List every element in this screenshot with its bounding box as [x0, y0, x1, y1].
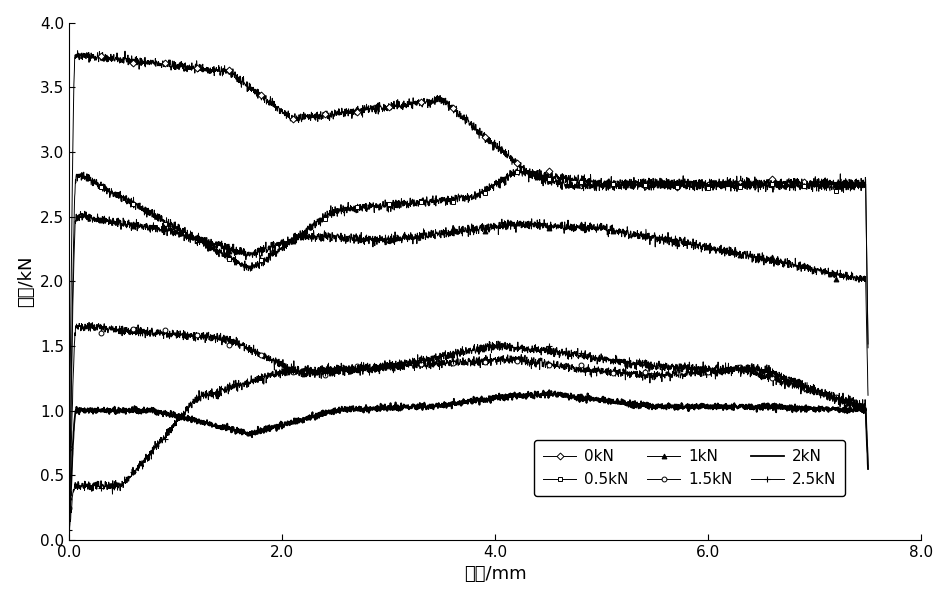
0kN	[370, 110, 382, 117]
1kN	[405, 230, 416, 238]
2.5kN	[405, 362, 416, 369]
Line: 0kN: 0kN	[66, 49, 870, 450]
0kN	[64, 444, 75, 451]
0kN	[405, 101, 416, 108]
0.5kN	[155, 218, 166, 225]
2.5kN	[846, 403, 858, 410]
Line: 1kN: 1kN	[66, 209, 870, 499]
1kN	[863, 392, 874, 399]
0kN	[863, 340, 874, 347]
2.5kN	[492, 337, 504, 344]
2kN	[405, 403, 416, 410]
Line: 1.5kN: 1.5kN	[66, 320, 870, 511]
1.5kN	[202, 329, 214, 336]
1.5kN	[863, 465, 874, 472]
0kN	[761, 178, 772, 185]
1kN	[155, 226, 166, 233]
0kN	[72, 47, 84, 55]
0kN	[155, 62, 166, 69]
Legend: 0kN, 0.5kN, 1kN, 1.5kN, 2kN, 2.5kN: 0kN, 0.5kN, 1kN, 1.5kN, 2kN, 2.5kN	[534, 440, 846, 496]
Y-axis label: 剪力/kN: 剪力/kN	[17, 256, 34, 307]
Line: 2kN: 2kN	[69, 390, 868, 521]
0.5kN	[202, 241, 214, 248]
2kN	[863, 466, 874, 473]
2.5kN	[202, 391, 214, 398]
1kN	[79, 208, 90, 215]
Line: 0.5kN: 0.5kN	[66, 166, 870, 496]
2kN	[370, 404, 382, 412]
2kN	[847, 407, 859, 415]
2kN	[64, 517, 75, 524]
2kN	[761, 403, 772, 410]
2kN	[543, 386, 555, 394]
1kN	[64, 493, 75, 500]
1kN	[846, 269, 858, 277]
1.5kN	[761, 373, 772, 380]
0.5kN	[521, 165, 532, 172]
2.5kN	[370, 364, 381, 371]
2kN	[64, 517, 75, 524]
1.5kN	[64, 505, 75, 512]
2kN	[155, 407, 166, 415]
1.5kN	[84, 319, 95, 326]
0.5kN	[846, 180, 858, 187]
1.5kN	[370, 367, 382, 374]
2kN	[202, 421, 214, 428]
2.5kN	[761, 366, 772, 373]
0.5kN	[761, 181, 772, 188]
X-axis label: 位移/mm: 位移/mm	[464, 565, 526, 583]
0.5kN	[405, 194, 416, 202]
1kN	[370, 234, 382, 241]
2.5kN	[64, 526, 75, 533]
1kN	[761, 254, 772, 262]
1kN	[202, 238, 214, 245]
0.5kN	[863, 344, 874, 352]
0.5kN	[370, 203, 381, 210]
1.5kN	[405, 362, 416, 369]
1.5kN	[155, 329, 166, 336]
0kN	[202, 64, 214, 71]
0.5kN	[64, 490, 75, 497]
2.5kN	[155, 436, 166, 443]
0kN	[846, 181, 858, 188]
Line: 2.5kN: 2.5kN	[66, 338, 871, 533]
2.5kN	[863, 463, 874, 470]
1.5kN	[846, 397, 858, 404]
